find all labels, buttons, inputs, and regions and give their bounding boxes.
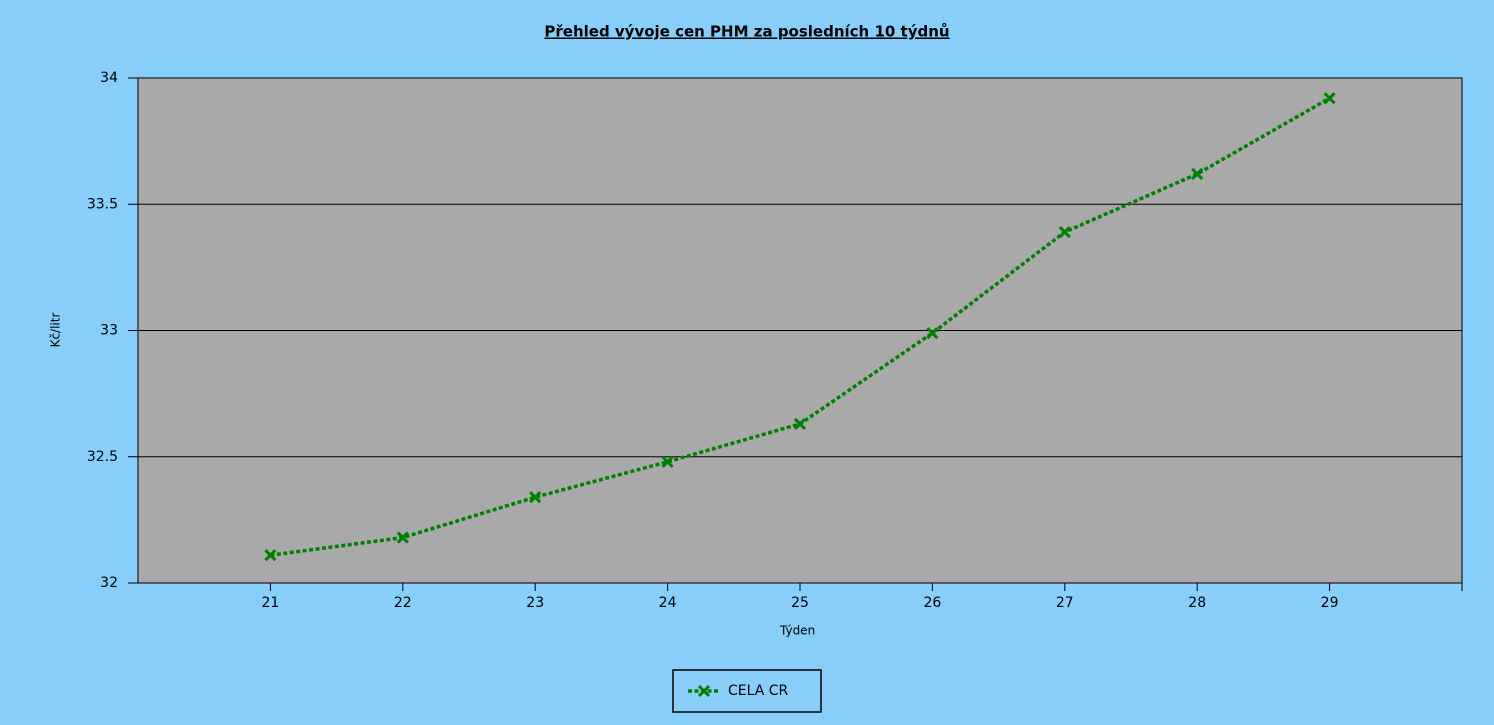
data-point [396, 531, 409, 544]
x-tick-label: 29 [1321, 595, 1339, 611]
y-tick-label: 33 [100, 323, 118, 339]
x-tick-label: 21 [261, 595, 279, 611]
y-tick-label: 32.5 [87, 449, 118, 465]
legend-marker [697, 684, 711, 698]
x-tick-label: 24 [659, 595, 677, 611]
x-tick-label: 25 [791, 595, 809, 611]
x-tick-label: 22 [394, 595, 412, 611]
x-tick-label: 26 [923, 595, 941, 611]
y-tick-label: 34 [100, 70, 118, 86]
data-point [661, 455, 674, 468]
data-point [1323, 92, 1336, 105]
data-point [926, 326, 939, 340]
x-tick-label: 28 [1188, 595, 1206, 611]
data-point [793, 417, 807, 430]
data-point [1058, 225, 1071, 239]
y-axis-label: Kč/litr [49, 313, 63, 348]
legend-label: CELA CR [728, 683, 789, 699]
data-point [529, 491, 542, 504]
data-point [1191, 167, 1204, 181]
y-tick-label: 33.5 [87, 196, 118, 212]
x-tick-label: 23 [526, 595, 544, 611]
y-tick-label: 32 [100, 575, 118, 591]
chart-title: Přehled vývoje cen PHM za posledních 10 … [544, 23, 949, 41]
data-point [264, 549, 277, 562]
x-tick-label: 27 [1056, 595, 1074, 611]
legend [672, 669, 822, 713]
x-axis-label: Týden [779, 624, 815, 638]
